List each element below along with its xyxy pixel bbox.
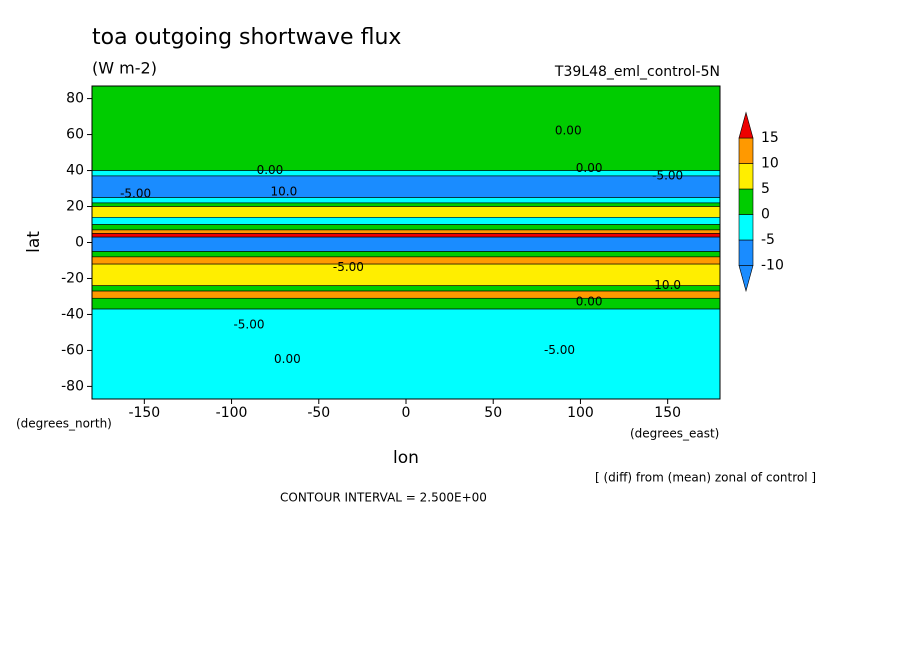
contour-band [91, 233, 721, 238]
x-axis-label: lon [393, 448, 419, 468]
x-tick-label: 150 [654, 405, 681, 421]
colorbar-box [738, 239, 754, 266]
contour-label: 0.00 [257, 163, 284, 177]
y-tick-label: 20 [66, 199, 84, 215]
colorbar-label: 0 [761, 207, 770, 223]
contour-band [91, 236, 721, 252]
y-tick-label: 0 [75, 235, 84, 251]
colorbar-label: 5 [761, 181, 770, 197]
contour-label: 10.0 [654, 278, 681, 292]
contour-band [91, 85, 721, 171]
contour-band [91, 263, 721, 286]
contour-band [91, 202, 721, 207]
colorbar-label: -10 [761, 258, 784, 274]
colorbar-arrow [738, 111, 754, 139]
contour-band [91, 297, 721, 310]
y-units: (degrees_north) [16, 417, 112, 431]
contour-band [91, 175, 721, 198]
contour-band [91, 206, 721, 218]
contour-label: 0.00 [576, 161, 603, 175]
y-tick-label: 80 [66, 91, 84, 107]
colorbar-box [738, 188, 754, 215]
y-tick-label: -20 [61, 270, 84, 286]
contour-label: 0.00 [274, 352, 301, 366]
colorbar-box [738, 214, 754, 241]
contour-band [91, 224, 721, 231]
contour-interval: CONTOUR INTERVAL = 2.500E+00 [280, 491, 487, 505]
colorbar-label: 10 [761, 156, 779, 172]
chart-title: toa outgoing shortwave flux [92, 25, 401, 50]
contour-label: -5.00 [544, 343, 575, 357]
x-tick-label: 0 [402, 405, 411, 421]
y-axis-label: lat [24, 231, 44, 253]
contour-band [91, 256, 721, 265]
contour-band [91, 229, 721, 234]
y-tick-label: -40 [61, 306, 84, 322]
x-tick-label: -150 [128, 405, 160, 421]
colorbar-arrow [738, 265, 754, 293]
y-tick-label: 60 [66, 127, 84, 143]
contour-label: -5.00 [333, 260, 364, 274]
colorbar-label: 15 [761, 130, 779, 146]
contour-band [91, 197, 721, 204]
y-tick-label: -60 [61, 342, 84, 358]
x-tick-label: 50 [484, 405, 502, 421]
note: [ (diff) from (mean) zonal of control ] [595, 471, 816, 485]
contour-label: -5.00 [120, 186, 151, 200]
contour-band [91, 308, 721, 400]
contour-band [91, 290, 721, 299]
x-tick-label: 100 [567, 405, 594, 421]
contour-label: -5.00 [652, 168, 683, 182]
dataset-label: T39L48_eml_control-5N [554, 64, 720, 80]
colorbar-box [738, 137, 754, 164]
colorbar-box [738, 163, 754, 190]
contour-band [91, 251, 721, 258]
x-units: (degrees_east) [630, 427, 719, 441]
x-tick-label: -100 [216, 405, 248, 421]
contour-band [91, 170, 721, 177]
chart-subtitle: (W m-2) [92, 59, 157, 78]
contour-label: 0.00 [555, 123, 582, 137]
contour-label: 0.00 [576, 294, 603, 308]
colorbar-label: -5 [761, 232, 775, 248]
contour-label: 10.0 [271, 185, 298, 199]
y-tick-label: -80 [61, 378, 84, 394]
contour-band [91, 217, 721, 225]
y-tick-label: 40 [66, 163, 84, 179]
contour-band [91, 285, 721, 292]
contour-label: -5.00 [233, 318, 264, 332]
x-tick-label: -50 [307, 405, 330, 421]
